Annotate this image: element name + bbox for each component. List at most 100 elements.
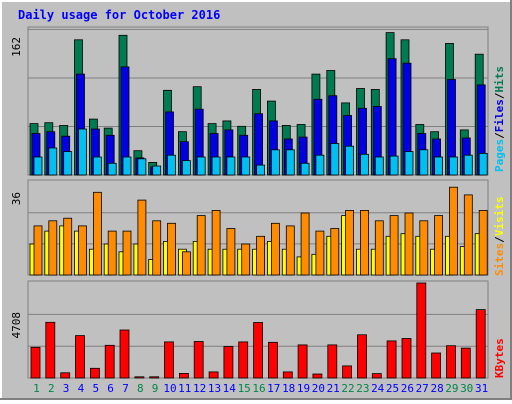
bar-pages: [315, 154, 325, 176]
bar-kbytes: [460, 347, 471, 379]
day-label: 19: [297, 382, 310, 395]
legend-sep-2: /: [493, 92, 506, 99]
bar-kbytes: [90, 367, 100, 379]
day-label: 21: [327, 382, 340, 395]
bar-sites: [404, 212, 414, 276]
bar-sites: [449, 186, 458, 276]
bar-pages: [478, 152, 488, 176]
day-label: 2: [48, 382, 55, 395]
bar-kbytes: [282, 371, 293, 379]
day-label: 16: [252, 382, 265, 395]
day-label: 22: [341, 382, 354, 395]
bar-kbytes: [30, 346, 41, 379]
day-label: 25: [386, 382, 399, 395]
bar-kbytes: [371, 373, 382, 379]
bar-sites: [256, 235, 266, 276]
bar-sites: [315, 230, 325, 276]
bar-sites: [63, 217, 73, 276]
bar-kbytes: [119, 329, 130, 379]
bar-sites: [137, 199, 147, 276]
bar-kbytes: [267, 341, 278, 379]
bar-pages: [167, 154, 176, 176]
bar-sites: [389, 215, 399, 276]
day-label: 12: [193, 382, 206, 395]
bar-kbytes: [223, 346, 234, 379]
day-label: 24: [371, 382, 385, 395]
day-label: 14: [223, 382, 237, 395]
bottom-axis-max-label: 4708: [10, 312, 23, 339]
bar-sites: [463, 194, 473, 276]
day-label: 27: [416, 382, 429, 395]
bar-sites: [241, 243, 251, 276]
bar-sites: [181, 251, 191, 276]
bar-pages: [196, 156, 206, 176]
bar-pages: [300, 162, 310, 176]
legend-files: Files: [493, 99, 506, 132]
legend-hits: Hits: [493, 66, 506, 93]
bars: [29, 32, 488, 379]
legend-sep-1: /: [493, 132, 506, 139]
legend-visits: Visits: [493, 197, 506, 237]
day-label: 15: [238, 382, 251, 395]
bar-sites: [167, 222, 176, 276]
bar-pages: [137, 158, 147, 176]
bar-sites: [93, 191, 102, 276]
bar-kbytes: [149, 376, 160, 379]
bar-pages: [63, 151, 73, 176]
day-label: 5: [92, 382, 99, 395]
bar-pages: [360, 153, 369, 176]
bar-pages: [152, 165, 162, 176]
day-label: 9: [152, 382, 159, 395]
legend-top: Pages/Files/Hits: [493, 66, 506, 172]
day-label: 10: [163, 382, 176, 395]
bar-kbytes: [104, 344, 115, 379]
bar-sites: [196, 215, 206, 276]
bar-sites: [360, 209, 369, 276]
bar-kbytes: [60, 372, 71, 379]
bar-sites: [152, 220, 162, 276]
day-label: 20: [312, 382, 325, 395]
legend-sites: Sites: [493, 243, 506, 276]
bar-kbytes: [178, 372, 189, 379]
bar-sites: [48, 220, 58, 276]
middle-axis-max-label: 36: [10, 192, 23, 205]
day-label: 11: [178, 382, 191, 395]
bar-sites: [78, 225, 87, 276]
day-label: 31: [475, 382, 488, 395]
bar-pages: [181, 160, 191, 176]
bar-pages: [33, 156, 43, 176]
bar-sites: [107, 230, 117, 276]
bar-pages: [241, 156, 251, 176]
day-label: 17: [267, 382, 280, 395]
bar-sites: [345, 209, 355, 276]
bar-kbytes: [431, 352, 442, 379]
bar-pages: [211, 156, 221, 176]
bar-kbytes: [446, 345, 456, 379]
bar-kbytes: [238, 341, 249, 379]
bar-kbytes: [327, 344, 338, 379]
bar-sites: [419, 220, 429, 276]
bar-kbytes: [342, 365, 353, 379]
day-label: 3: [63, 382, 70, 395]
bar-kbytes: [386, 340, 397, 379]
bar-pages: [78, 128, 87, 176]
bar-kbytes: [75, 335, 85, 379]
bar-kbytes: [164, 341, 174, 379]
day-label: 1: [33, 382, 40, 395]
bar-pages: [226, 156, 236, 176]
bar-pages: [285, 149, 295, 176]
bar-sites: [33, 225, 43, 276]
day-label: 26: [401, 382, 414, 395]
bar-kbytes: [357, 334, 367, 379]
day-label: 7: [122, 382, 129, 395]
bar-kbytes: [208, 371, 219, 379]
day-label: 18: [282, 382, 295, 395]
top-axis-max-label: 162: [10, 37, 23, 57]
bar-pages: [48, 147, 58, 176]
bar-sites: [211, 209, 221, 276]
day-label: 8: [137, 382, 144, 395]
bar-pages: [330, 143, 340, 176]
bar-kbytes: [45, 321, 56, 379]
